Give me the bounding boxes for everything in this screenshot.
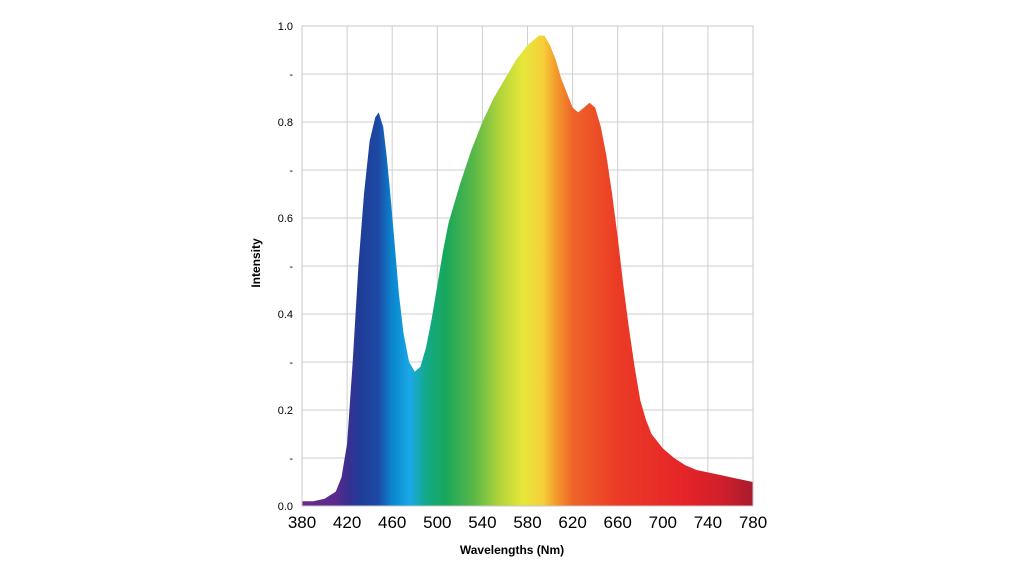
x-axis-title: Wavelengths (Nm)	[460, 543, 564, 557]
y-tick-labels: 0.0 - 0.2 - 0.4 - 0.6 - 0.8 - 1.0	[278, 21, 294, 513]
x-tick-label: 620	[558, 513, 586, 532]
y-tick-label: -	[289, 357, 293, 369]
spectrum-area	[302, 35, 753, 506]
x-tick-label: 740	[694, 513, 722, 532]
y-tick-label: 0.6	[278, 213, 293, 225]
x-tick-label: 460	[378, 513, 406, 532]
y-tick-label: 0.4	[278, 309, 293, 321]
y-tick-label: -	[289, 69, 293, 81]
x-tick-label: 780	[739, 513, 767, 532]
y-tick-label: 0.2	[278, 405, 293, 417]
x-tick-label: 500	[423, 513, 451, 532]
x-tick-label: 580	[513, 513, 541, 532]
x-tick-label: 380	[288, 513, 316, 532]
y-tick-label: -	[289, 165, 293, 177]
y-tick-label: 0.0	[278, 501, 293, 513]
x-tick-label: 540	[468, 513, 496, 532]
x-tick-label: 420	[333, 513, 361, 532]
y-tick-label: 0.8	[278, 117, 293, 129]
x-tick-label: 660	[604, 513, 632, 532]
y-axis-title: Intensity	[249, 238, 263, 288]
x-tick-label: 700	[649, 513, 677, 532]
y-tick-label: 1.0	[278, 21, 293, 33]
x-tick-labels: 380 420 460 500 540 580 620 660 700 740 780	[288, 513, 767, 532]
y-tick-label: -	[289, 261, 293, 273]
y-tick-label: -	[289, 453, 293, 465]
plot-frame	[301, 25, 754, 507]
